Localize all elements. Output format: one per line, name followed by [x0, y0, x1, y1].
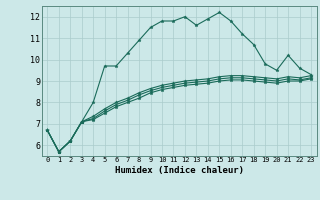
X-axis label: Humidex (Indice chaleur): Humidex (Indice chaleur): [115, 166, 244, 175]
